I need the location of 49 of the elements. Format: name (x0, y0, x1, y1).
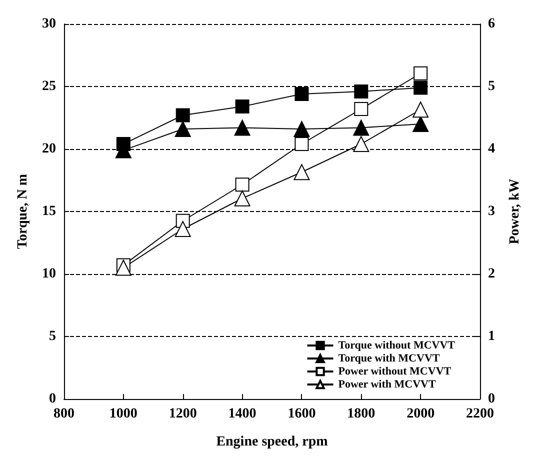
point (174, 121, 191, 137)
x-tick-label: 1400 (228, 406, 256, 422)
y2-tick-label: 3 (488, 204, 495, 219)
y-tick-label: 10 (42, 266, 56, 282)
x-tick-label: 2000 (406, 406, 435, 422)
point (235, 100, 250, 114)
y-tick-label: 15 (42, 204, 56, 219)
legend-label: Torque with MCVVT (338, 352, 440, 364)
y2-tick-label: 0 (488, 392, 495, 406)
y2-tick-label: 5 (488, 79, 495, 94)
point (294, 87, 309, 101)
legend-label: Power without MCVVT (338, 366, 452, 378)
point (414, 80, 428, 95)
y2-tick-label: 4 (488, 142, 495, 156)
y-tick-label: 0 (49, 392, 56, 406)
legend-label: Torque without MCVVT (338, 340, 456, 352)
point (354, 84, 368, 98)
x-tick-label: 1000 (109, 406, 138, 422)
point (115, 260, 132, 276)
y2-tick-label: 6 (488, 16, 495, 32)
legend-label: Power with MCVVT (338, 378, 436, 390)
point (414, 66, 428, 80)
y-axis-title: Torque, N m (16, 174, 30, 250)
y-tick-label: 30 (42, 16, 56, 32)
y-tick-label: 5 (49, 329, 56, 344)
y2-axis-title: Power, kW (508, 178, 522, 244)
x-tick-label: 1200 (168, 406, 197, 422)
point (353, 136, 370, 152)
point (354, 102, 368, 116)
point (294, 137, 309, 151)
y-tick-label: 20 (42, 142, 56, 156)
point (176, 108, 190, 122)
point (353, 120, 370, 136)
point (294, 121, 310, 137)
x-axis-title: Engine speed, rpm (216, 434, 328, 450)
x-tick-label: 1800 (347, 406, 376, 422)
point (235, 178, 250, 192)
x-tick-label: 800 (54, 406, 74, 422)
point (412, 116, 429, 132)
point (234, 120, 250, 136)
point (412, 102, 429, 118)
y-tick-label: 25 (42, 79, 56, 94)
y2-tick-label: 2 (488, 266, 495, 282)
point (294, 164, 310, 180)
x-tick-label: 2200 (466, 406, 494, 422)
point (234, 190, 250, 206)
x-tick-label: 1600 (288, 406, 316, 422)
y2-tick-label: 1 (488, 329, 495, 344)
point (174, 221, 191, 237)
